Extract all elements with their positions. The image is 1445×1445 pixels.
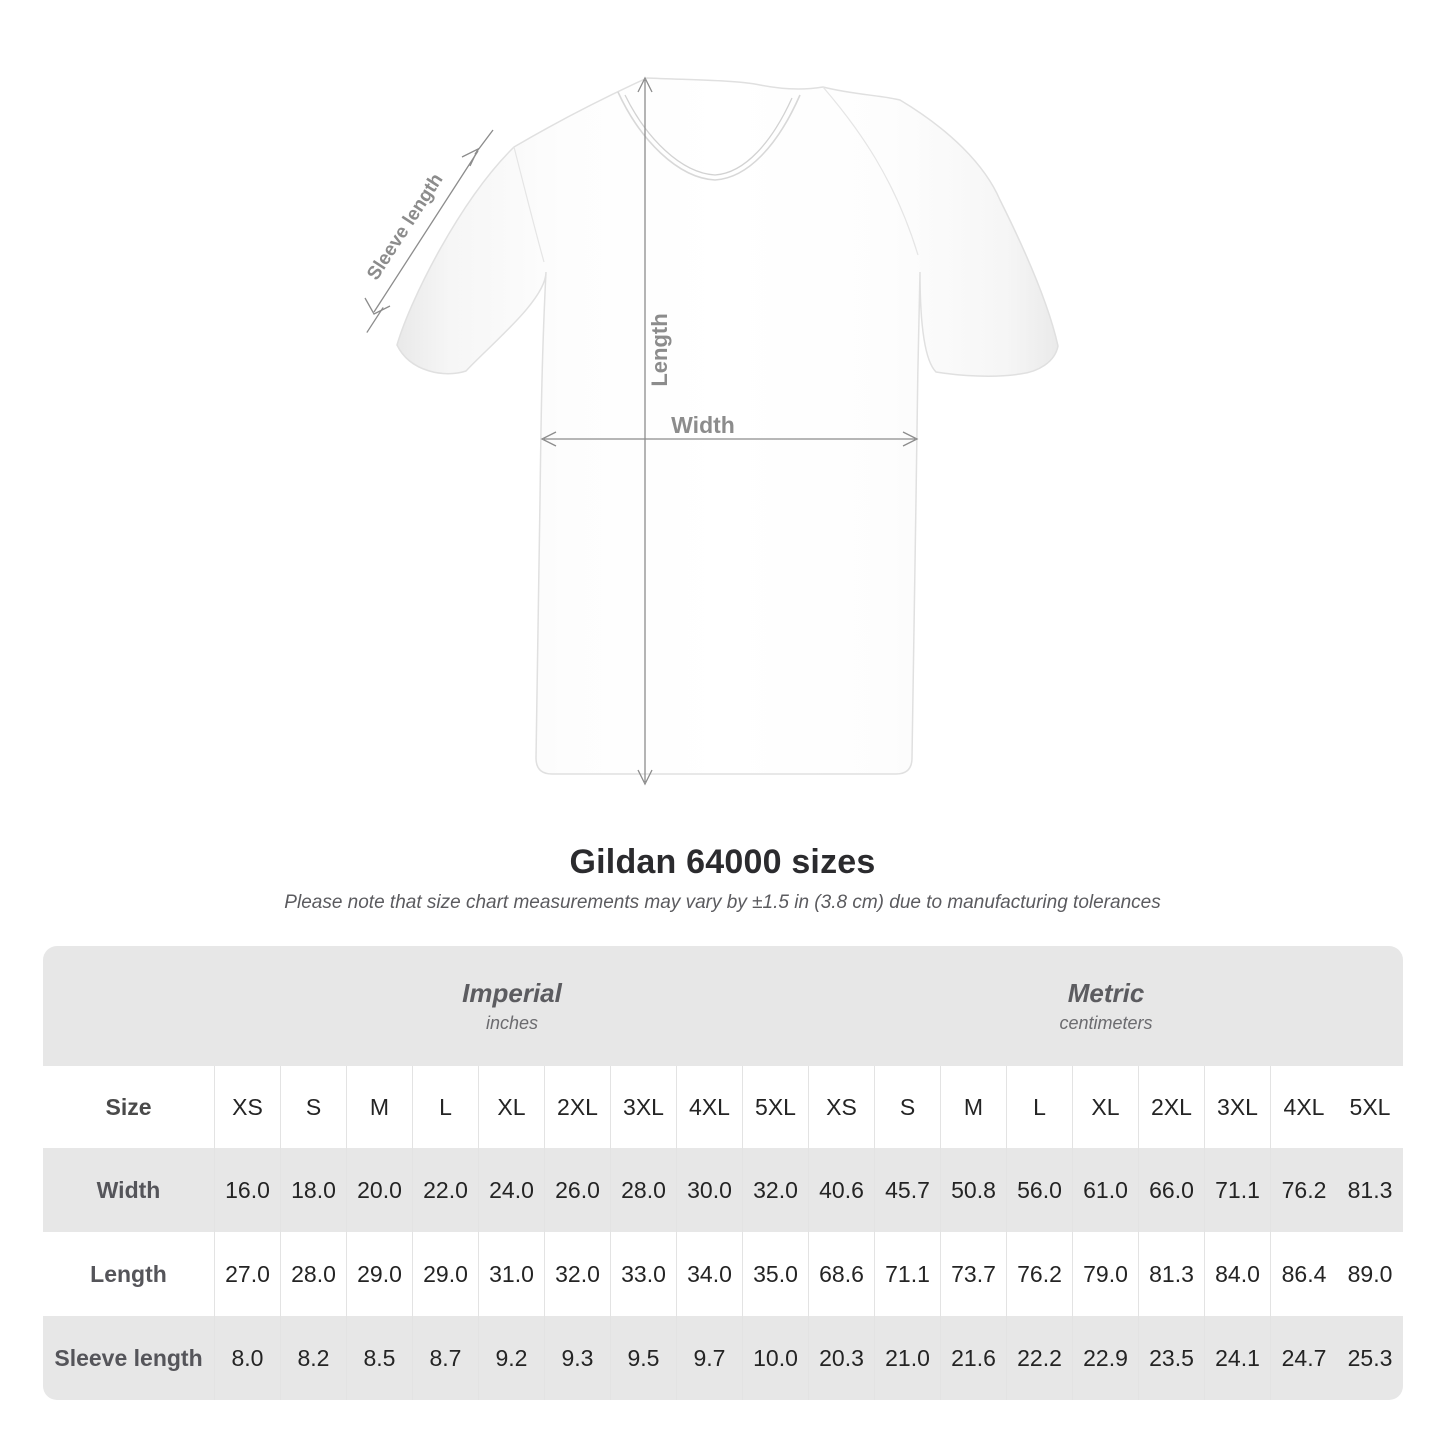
svg-text:Length: Length xyxy=(647,313,672,386)
svg-text:Width: Width xyxy=(671,412,735,438)
